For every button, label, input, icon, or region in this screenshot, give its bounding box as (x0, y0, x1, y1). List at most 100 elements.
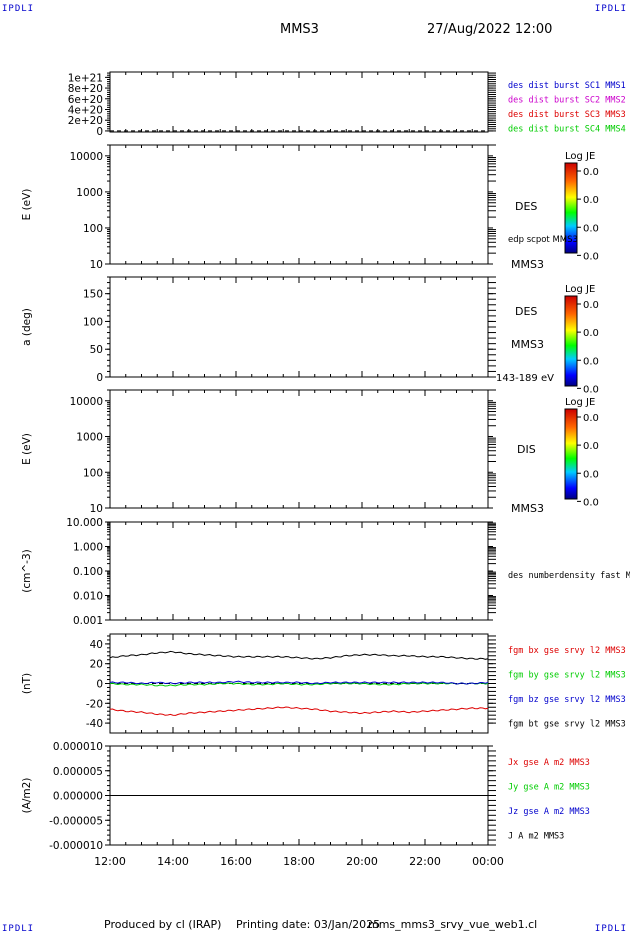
panel-frame (109, 71, 489, 133)
y-tick-label: 10000 (70, 151, 103, 163)
colorbar-tick-label: 0.0 (583, 328, 599, 339)
side-label: MMS3 (511, 258, 544, 271)
footer-produced-by: Produced by cl (IRAP) (104, 918, 222, 931)
panel-p1 (105, 71, 496, 133)
corner-mark-top-right: IPDLI (594, 4, 627, 14)
y-tick-label: 100 (83, 223, 103, 235)
y-axis-label: (cm^-3) (21, 549, 33, 592)
colorbar-tick-label: 0.0 (583, 384, 599, 395)
y-tick-label: 1000 (76, 187, 103, 199)
side-label: edp scpot MMS3 (508, 235, 578, 245)
y-tick-label: -40 (86, 718, 103, 730)
series-fgm-bx-gse-srvy-l2-MMS3 (109, 706, 489, 716)
legend-entry: des dist burst SC1 MMS1 (508, 81, 626, 91)
y-tick-label: 150 (83, 289, 103, 301)
colorbar-tick-label: 0.0 (583, 497, 599, 508)
corner-mark-top-left: IPDLI (2, 4, 35, 14)
colorbar-tick-label: 0.0 (583, 441, 599, 452)
y-tick-label: 10.000 (66, 517, 103, 529)
colorbar (564, 408, 578, 500)
y-tick-label: 6e+20 (68, 94, 103, 106)
colorbar (564, 162, 578, 254)
y-tick-label: 0.000000 (53, 791, 103, 803)
y-tick-label: -0.000010 (49, 840, 103, 852)
y-tick-label: 0.000005 (53, 766, 103, 778)
panel-p2 (105, 144, 581, 265)
colorbar-tick-label: 0.0 (583, 413, 599, 424)
y-axis-label: (A/m2) (21, 778, 33, 814)
y-tick-label: 1.000 (73, 542, 103, 554)
legend-entry: fgm bx gse srvy l2 MMS3 (508, 646, 626, 656)
corner-mark-bottom-left: IPDLI (2, 924, 35, 934)
legend-entry: fgm bt gse srvy l2 MMS3 (508, 720, 626, 730)
y-tick-label: 10 (90, 503, 103, 515)
colorbar-title: Log JE (565, 284, 595, 295)
panel-p6 (105, 633, 496, 734)
colorbar (564, 295, 578, 387)
side-label: DIS (517, 443, 536, 456)
legend-entry: J A m2 MMS3 (508, 832, 564, 842)
x-tick-label: 20:00 (346, 855, 378, 868)
legend-entry: des dist burst SC2 MMS2 (508, 96, 626, 106)
mission-title: MMS3 (280, 22, 319, 37)
y-tick-label: -0.000005 (49, 815, 103, 827)
y-tick-label: -20 (86, 698, 103, 710)
legend-entry: fgm by gse srvy l2 MMS3 (508, 671, 626, 681)
colorbar-tick-label: 0.0 (583, 469, 599, 480)
colorbar-tick-label: 0.0 (583, 195, 599, 206)
colorbar-tick-label: 0.0 (583, 251, 599, 262)
side-label: MMS3 (511, 502, 544, 515)
y-tick-label: 0 (96, 679, 103, 691)
y-tick-label: 10000 (70, 396, 103, 408)
panel-p5 (105, 521, 496, 621)
panel-frame (109, 521, 489, 621)
colorbar-title: Log JE (565, 151, 595, 162)
y-tick-label: 40 (90, 639, 103, 651)
colorbar-tick-label: 0.0 (583, 356, 599, 367)
x-tick-label: 14:00 (157, 855, 189, 868)
y-axis-label: (nT) (21, 673, 33, 694)
panel-frame (109, 276, 489, 378)
legend-entry: des dist burst SC3 MMS3 (508, 110, 626, 120)
panel-p3 (105, 276, 581, 389)
colorbar-tick-label: 0.0 (583, 167, 599, 178)
legend-entry: Jx gse A m2 MMS3 (508, 758, 590, 768)
y-tick-label: 0.001 (73, 615, 103, 627)
x-tick-label: 16:00 (220, 855, 252, 868)
legend-entry: des dist burst SC4 MMS4 (508, 125, 626, 135)
y-tick-label: 100 (83, 467, 103, 479)
legend-entry: fgm bz gse srvy l2 MMS3 (508, 695, 626, 705)
legend-entry: Jy gse A m2 MMS3 (508, 783, 590, 793)
x-tick-label: 12:00 (94, 855, 126, 868)
footer-printing-date: Printing date: 03/Jan/2025 (236, 918, 381, 931)
x-tick-label: 22:00 (409, 855, 441, 868)
y-tick-label: 100 (83, 316, 103, 328)
legend-entry: des numberdensity fast M (508, 571, 630, 581)
side-label: DES (515, 200, 537, 213)
y-tick-label: 0.100 (73, 566, 103, 578)
y-tick-label: 0 (96, 126, 103, 138)
x-tick-label: 18:00 (283, 855, 315, 868)
footer-filename: mms_mms3_srvy_vue_web1.cl (368, 918, 538, 931)
colorbar-tick-label: 0.0 (583, 223, 599, 234)
plot-datetime: 27/Aug/2022 12:00 (427, 22, 553, 37)
y-tick-label: 0.010 (73, 591, 103, 603)
y-tick-label: 8e+20 (68, 83, 103, 95)
y-axis-label: E (eV) (21, 189, 33, 221)
legend-entry: Jz gse A m2 MMS3 (508, 807, 590, 817)
y-tick-label: 0.000010 (53, 741, 103, 753)
y-tick-label: 2e+20 (68, 115, 103, 127)
panel-frame (109, 144, 489, 265)
panel-frame (109, 389, 489, 509)
y-tick-label: 1000 (76, 432, 103, 444)
colorbar-title: Log JE (565, 397, 595, 408)
x-tick-label: 00:00 (472, 855, 504, 868)
colorbar-tick-label: 0.0 (583, 300, 599, 311)
y-tick-label: 50 (90, 344, 103, 356)
series-fgm-bz-gse-srvy-l2-MMS3 (109, 680, 489, 685)
y-tick-label: 1e+21 (68, 72, 103, 84)
y-tick-label: 20 (90, 659, 103, 671)
y-tick-label: 4e+20 (68, 105, 103, 117)
side-label: MMS3 (511, 338, 544, 351)
